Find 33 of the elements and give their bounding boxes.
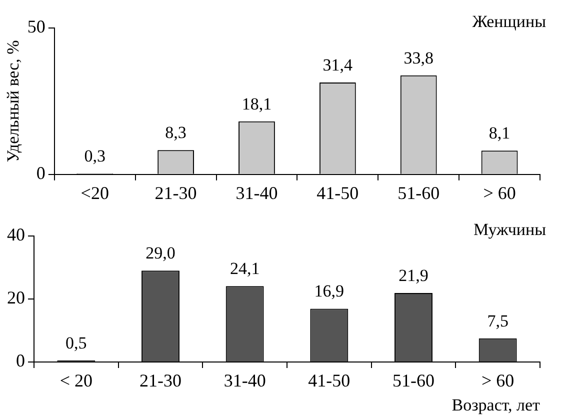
data-label: 18,1 [242, 94, 272, 114]
chart-title: Женщины [472, 12, 547, 31]
data-label: 0,5 [66, 333, 87, 352]
x-tick-label: 41-50 [308, 370, 350, 391]
y-tick-label: 40 [7, 224, 25, 245]
x-tick-label: > 60 [483, 182, 516, 203]
data-label: 24,1 [230, 259, 260, 278]
y-tick-label: 0 [16, 350, 25, 371]
y-tick-label: 20 [7, 288, 25, 308]
x-tick-label: 51-60 [392, 370, 434, 391]
data-label: 8,1 [488, 124, 510, 143]
y-tick-label: 0 [36, 163, 46, 184]
x-tick-label: <20 [80, 182, 109, 203]
data-label: 0,3 [84, 146, 106, 166]
y-axis-title: Удельный вес, % [4, 40, 23, 162]
x-tick-label: 31-40 [236, 182, 278, 203]
x-tick-label: 41-50 [316, 182, 359, 203]
data-label: 29,0 [146, 244, 176, 263]
x-tick-label: 21-30 [154, 182, 197, 203]
data-label: 16,9 [314, 282, 344, 301]
data-label: 7,5 [487, 311, 508, 330]
data-label: 21,9 [398, 266, 428, 285]
x-axis-title: Возраст, лет [452, 395, 541, 414]
data-label: 31,4 [322, 55, 354, 74]
data-label: 8,3 [165, 123, 186, 142]
x-tick-label: > 60 [482, 370, 514, 391]
data-label: 33,8 [404, 48, 434, 68]
x-tick-label: 51-60 [398, 182, 440, 203]
x-tick-label: < 20 [60, 370, 92, 391]
x-tick-label: 21-30 [140, 370, 182, 391]
y-tick-label: 50 [27, 16, 46, 37]
x-tick-label: 31-40 [224, 370, 266, 391]
chart-title: Мужчины [474, 220, 547, 239]
